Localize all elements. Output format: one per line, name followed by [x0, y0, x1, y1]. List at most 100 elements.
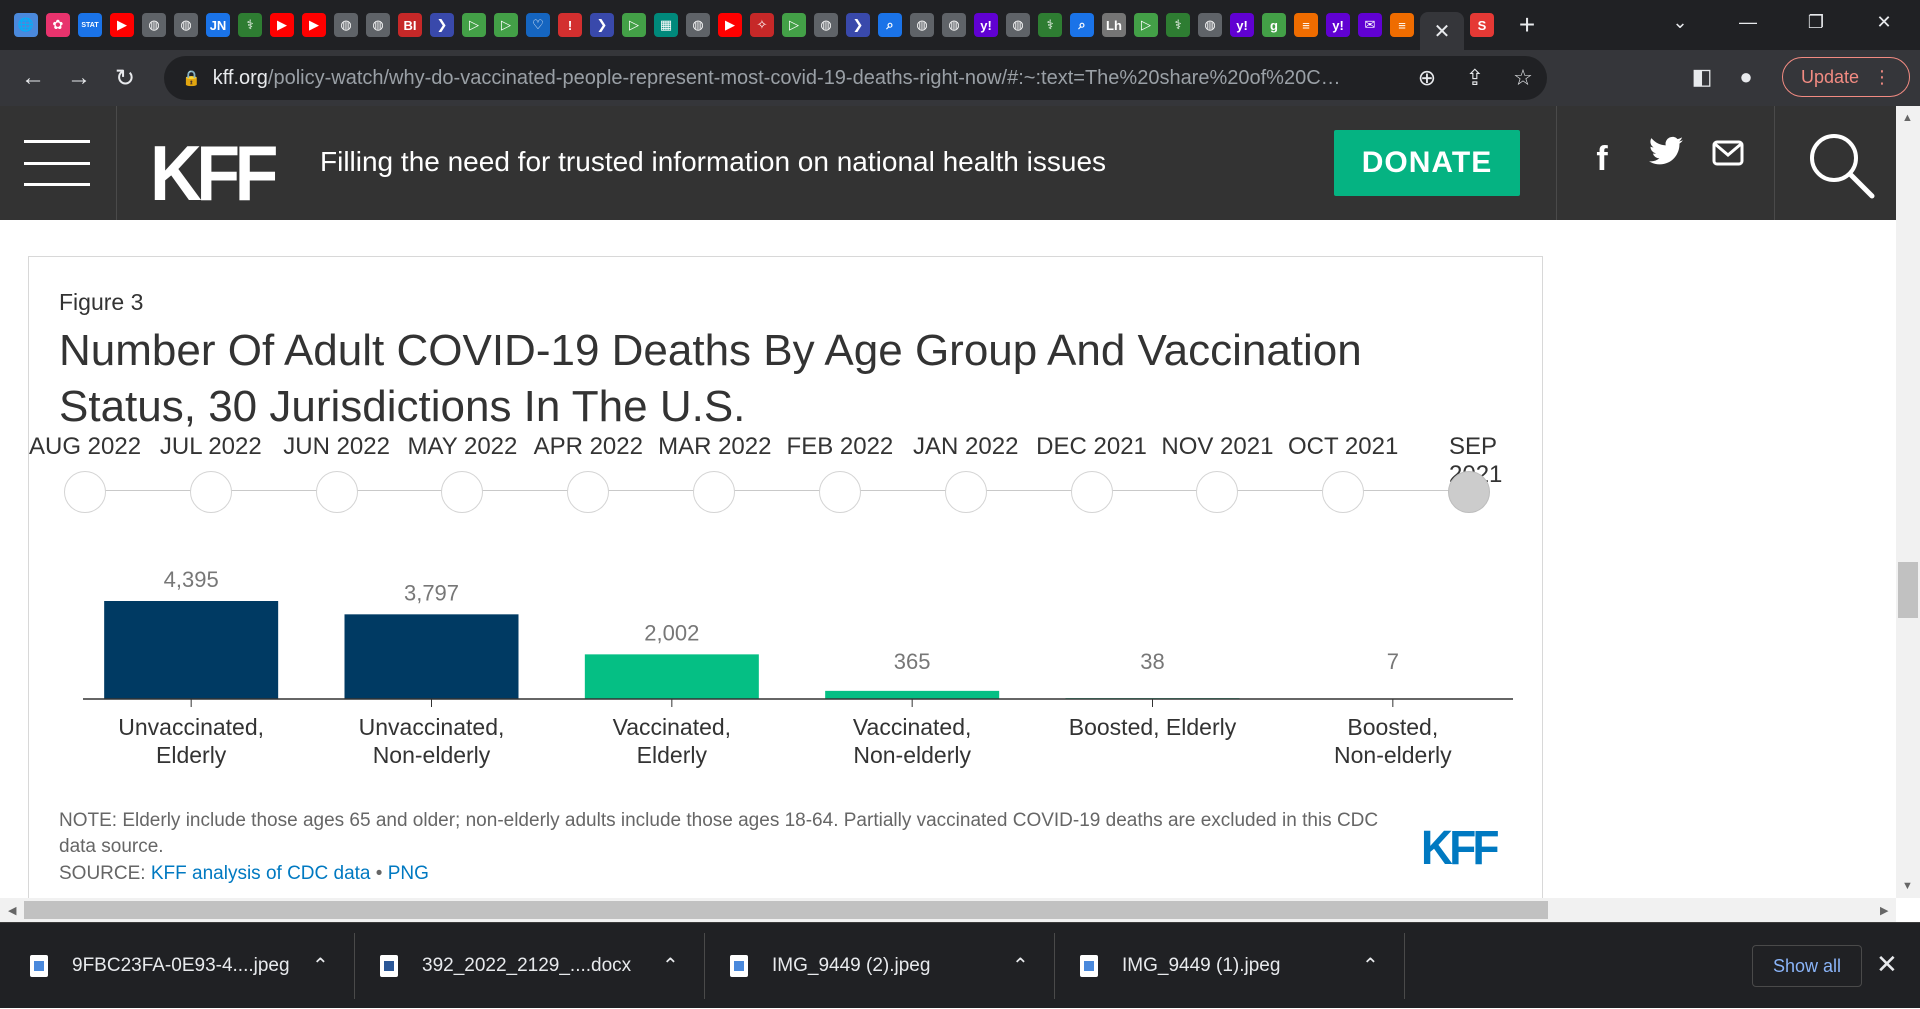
globe-icon[interactable]: ◍ — [1198, 13, 1222, 37]
sparkle-icon[interactable]: ✧ — [750, 13, 774, 37]
download-options-chevron-icon[interactable]: ⌃ — [662, 955, 679, 977]
update-button[interactable]: Update ⋮ — [1782, 57, 1911, 97]
timeline-month-dot[interactable] — [1070, 471, 1113, 513]
timeline-month-dot[interactable] — [64, 471, 106, 513]
youtube-icon[interactable]: ▶ — [302, 13, 326, 37]
donate-button[interactable]: DONATE — [1334, 130, 1520, 196]
bookmark-icon[interactable]: ≡ — [1390, 13, 1414, 37]
youtube-icon[interactable]: ▶ — [270, 13, 294, 37]
timeline-month-label[interactable]: JAN 2022 — [913, 433, 1019, 460]
forward-icon[interactable]: ❯ — [590, 13, 614, 37]
stat-icon[interactable]: STAT — [78, 13, 102, 37]
youtube-icon[interactable]: ▶ — [718, 13, 742, 37]
s-icon[interactable]: S — [1470, 13, 1494, 37]
timeline-month-label[interactable]: FEB 2022 — [786, 433, 894, 460]
grid-icon[interactable]: ▦ — [654, 13, 678, 37]
timeline-month-dot[interactable] — [944, 471, 987, 513]
timeline-month-dot[interactable] — [818, 471, 861, 513]
download-item[interactable]: 392_2022_2129_....docx — [380, 923, 631, 1009]
timeline-month-label[interactable]: APR 2022 — [533, 433, 643, 460]
close-window-icon[interactable]: ✕ — [1876, 11, 1892, 32]
yahoo-icon[interactable]: y! — [974, 13, 998, 37]
globe-icon[interactable]: ◍ — [142, 13, 166, 37]
download-options-chevron-icon[interactable]: ⌃ — [312, 955, 329, 977]
yahoo-icon[interactable]: y! — [1230, 13, 1254, 37]
png-download-link[interactable]: PNG — [387, 863, 429, 884]
mail-icon[interactable]: ✉ — [1358, 13, 1382, 37]
twitter-icon[interactable] — [1644, 136, 1688, 175]
play-icon[interactable]: ▷ — [1134, 13, 1158, 37]
timeline-month-label[interactable]: AUG 2022 — [29, 433, 142, 460]
email-icon[interactable] — [1706, 136, 1750, 175]
play-icon[interactable]: ▷ — [462, 13, 486, 37]
timeline-month-dot[interactable] — [189, 471, 232, 513]
bi-icon[interactable]: BI — [398, 13, 422, 37]
vertical-scroll-thumb[interactable] — [1898, 562, 1918, 618]
timeline-month-dot[interactable] — [693, 471, 736, 513]
profile-icon[interactable]: ● — [1739, 64, 1753, 89]
vertical-scrollbar[interactable] — [1896, 106, 1920, 898]
restore-icon[interactable]: ❐ — [1807, 11, 1825, 32]
download-item[interactable]: IMG_9449 (2).jpeg — [730, 923, 930, 1009]
search-icon[interactable] — [1806, 130, 1876, 200]
forward-icon[interactable]: → — [67, 64, 91, 91]
yahoo-icon[interactable]: y! — [1326, 13, 1350, 37]
timeline-month-label[interactable]: NOV 2021 — [1161, 433, 1274, 460]
play-icon[interactable]: ▷ — [782, 13, 806, 37]
play-icon[interactable]: ▷ — [622, 13, 646, 37]
bookmark-icon[interactable]: ≡ — [1294, 13, 1318, 37]
active-tab-close-icon[interactable]: ✕ — [1420, 12, 1464, 50]
download-options-chevron-icon[interactable]: ⌃ — [1012, 955, 1029, 977]
show-all-downloads-button[interactable]: Show all — [1752, 945, 1862, 987]
globe-icon[interactable]: ◍ — [942, 13, 966, 37]
globe-icon[interactable]: ◍ — [366, 13, 390, 37]
side-panel-icon[interactable]: ◧ — [1691, 64, 1713, 89]
address-bar[interactable]: 🔒 kff.org /policy-watch/why-do-vaccinate… — [164, 56, 1547, 100]
jn-icon[interactable]: JN — [206, 13, 230, 37]
timeline-month-dot[interactable] — [1448, 471, 1490, 513]
timeline-month-label[interactable]: MAR 2022 — [658, 433, 772, 460]
alert-icon[interactable]: ! — [558, 13, 582, 37]
forward-icon[interactable]: ❯ — [846, 13, 870, 37]
globe-icon[interactable]: ◍ — [686, 13, 710, 37]
download-item[interactable]: 9FBC23FA-0E93-4....jpeg — [30, 923, 290, 1009]
scroll-right-icon[interactable]: ▶ — [1880, 905, 1889, 917]
timeline-month-dot[interactable] — [1196, 471, 1239, 513]
emblem-icon[interactable]: ⚕ — [1038, 13, 1062, 37]
bookmark-star-icon[interactable]: ☆ — [1513, 65, 1533, 90]
search-icon[interactable]: ⌕ — [1070, 13, 1094, 37]
minimize-icon[interactable]: — — [1739, 11, 1757, 32]
timeline-month-label[interactable]: MAY 2022 — [407, 433, 518, 460]
timeline-month-label[interactable]: DEC 2021 — [1036, 433, 1147, 460]
new-tab-button[interactable]: + — [1518, 9, 1536, 40]
search-icon[interactable]: ⌕ — [878, 13, 902, 37]
hamburger-menu-icon[interactable] — [24, 140, 90, 186]
scroll-down-icon[interactable]: ▼ — [1902, 880, 1913, 892]
scroll-up-icon[interactable]: ▲ — [1902, 112, 1913, 124]
timeline-month-dot[interactable] — [315, 471, 358, 513]
globe-icon[interactable]: ◍ — [1006, 13, 1030, 37]
reload-icon[interactable]: ↻ — [114, 64, 136, 92]
horizontal-scroll-thumb[interactable] — [24, 901, 1548, 919]
source-link[interactable]: KFF analysis of CDC data — [150, 863, 371, 884]
timeline-month-dot[interactable] — [567, 471, 610, 513]
emblem-icon[interactable]: ⚕ — [1166, 13, 1190, 37]
emblem-icon[interactable]: ⚕ — [238, 13, 262, 37]
timeline-month-dot[interactable] — [441, 471, 484, 513]
back-icon[interactable]: ← — [21, 64, 45, 91]
lock-icon[interactable]: 🔒 — [182, 70, 201, 87]
globe-icon[interactable]: ◍ — [910, 13, 934, 37]
timeline-month-label[interactable]: OCT 2021 — [1288, 433, 1399, 460]
forward-icon[interactable]: ❯ — [430, 13, 454, 37]
timeline-month-label[interactable]: JUN 2022 — [283, 433, 390, 460]
timeline-month-dot[interactable] — [1322, 471, 1365, 513]
kff-logo[interactable]: KFF — [150, 129, 278, 217]
globe-icon[interactable]: ◍ — [174, 13, 198, 37]
timeline-month-label[interactable]: JUL 2022 — [159, 433, 262, 460]
zoom-icon[interactable]: ⊕ — [1417, 65, 1437, 90]
download-item[interactable]: IMG_9449 (1).jpeg — [1080, 923, 1280, 1009]
lh-icon[interactable]: Lh — [1102, 13, 1126, 37]
tab-search-chevron-icon[interactable]: ⌄ — [1672, 11, 1688, 32]
flower-icon[interactable]: ✿ — [46, 13, 70, 37]
heart-icon[interactable]: ♡ — [526, 13, 550, 37]
